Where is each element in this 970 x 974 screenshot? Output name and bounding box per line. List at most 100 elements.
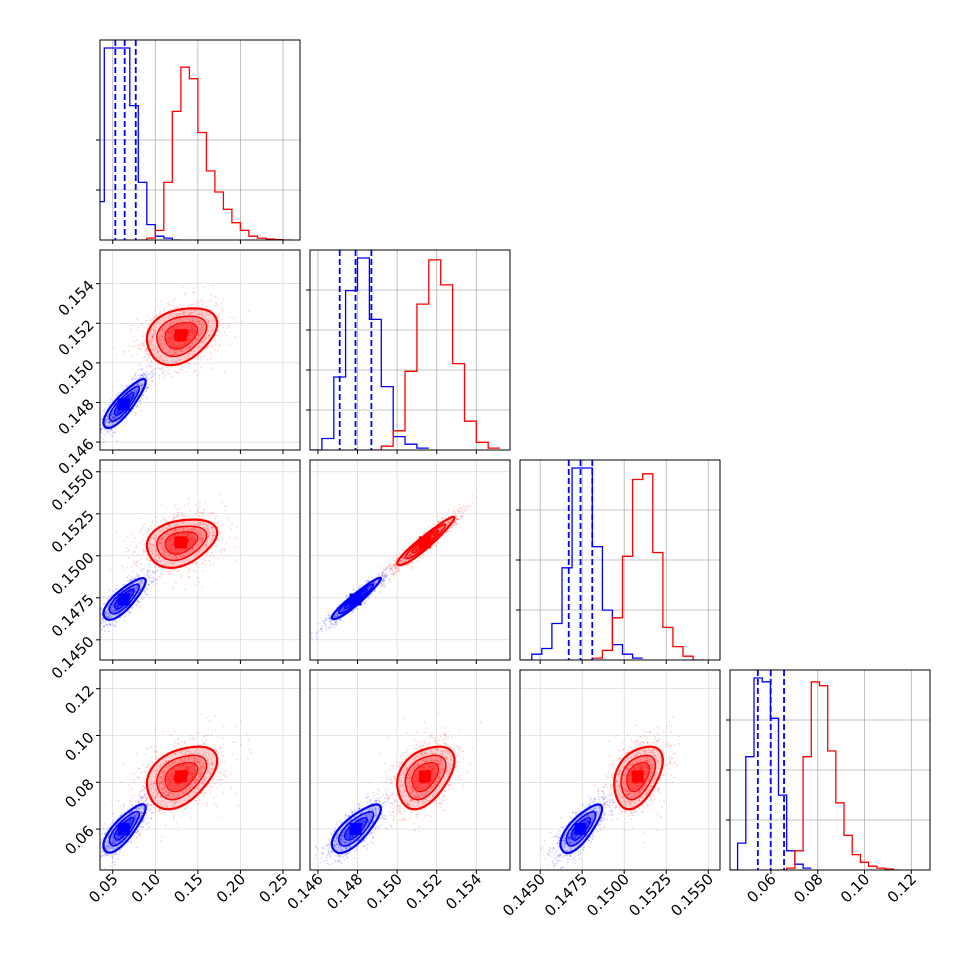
scatter-point	[220, 532, 222, 534]
scatter-point	[109, 589, 111, 591]
density-peak-blue	[350, 593, 362, 605]
scatter-point	[171, 375, 173, 377]
scatter-point	[170, 304, 172, 306]
scatter-point	[103, 626, 105, 628]
scatter-point	[148, 577, 150, 579]
scatter-point	[108, 624, 110, 626]
scatter-point	[153, 315, 155, 317]
scatter-point	[148, 560, 150, 562]
scatter-point	[121, 354, 123, 356]
marginal-panel-3	[516, 460, 720, 664]
scatter-point	[200, 356, 202, 358]
scatter-point	[205, 564, 207, 566]
scatter-point	[222, 299, 224, 301]
scatter-point	[116, 532, 118, 534]
scatter-point	[346, 595, 348, 597]
scatter-point	[234, 336, 236, 338]
scatter-point	[194, 584, 196, 586]
scatter-point	[168, 369, 170, 371]
scatter-point	[160, 300, 162, 302]
scatter-point	[88, 620, 90, 622]
scatter-point	[191, 360, 193, 362]
scatter-point	[189, 570, 191, 572]
histogram-red	[138, 67, 291, 240]
scatter-point	[148, 364, 150, 366]
scatter-point	[221, 501, 223, 503]
scatter-point	[218, 314, 220, 316]
scatter-point	[211, 358, 213, 360]
scatter-point	[150, 373, 152, 375]
scatter-point	[234, 321, 236, 323]
scatter-point	[363, 601, 365, 603]
scatter-point	[196, 562, 198, 564]
scatter-point	[184, 505, 186, 507]
scatter-point	[224, 505, 226, 507]
scatter-point	[182, 515, 184, 517]
scatter-point	[378, 574, 380, 576]
scatter-point	[134, 378, 136, 380]
scatter-point	[229, 343, 231, 345]
scatter-point	[193, 372, 195, 374]
density-peak-blue	[118, 398, 130, 410]
scatter-point	[151, 373, 153, 375]
scatter-point	[97, 606, 99, 608]
scatter-point	[406, 566, 408, 568]
scatter-point	[145, 376, 147, 378]
scatter-point	[130, 328, 132, 330]
scatter-point	[132, 355, 134, 357]
scatter-point	[132, 554, 134, 556]
scatter-point	[103, 622, 105, 624]
scatter-point	[169, 372, 171, 374]
scatter-point	[147, 573, 149, 575]
scatter-point	[178, 512, 180, 514]
scatter-point	[140, 531, 142, 533]
scatter-point	[208, 513, 210, 515]
joint-panel-2-1	[71, 250, 300, 458]
scatter-point	[104, 411, 106, 413]
scatter-point	[167, 373, 169, 375]
scatter-point	[144, 591, 146, 593]
scatter-point	[94, 440, 96, 442]
scatter-point	[128, 549, 130, 551]
scatter-point	[96, 627, 98, 629]
scatter-point	[104, 409, 106, 411]
scatter-point	[165, 518, 167, 520]
scatter-point	[122, 389, 124, 391]
scatter-point	[113, 347, 115, 349]
scatter-point	[225, 510, 227, 512]
scatter-point	[146, 360, 148, 362]
marginal-panel-2	[306, 250, 510, 454]
scatter-point	[123, 569, 125, 571]
scatter-point	[159, 377, 161, 379]
marginal-panel-1	[96, 40, 300, 244]
scatter-point	[208, 560, 210, 562]
scatter-point	[352, 590, 354, 592]
scatter-point	[192, 304, 194, 306]
scatter-point	[195, 564, 197, 566]
scatter-point	[132, 377, 134, 379]
scatter-point	[236, 527, 238, 529]
scatter-point	[150, 366, 152, 368]
scatter-point	[100, 620, 102, 622]
scatter-point	[189, 367, 191, 369]
scatter-point	[116, 394, 118, 396]
scatter-point	[147, 575, 149, 577]
scatter-point	[409, 564, 411, 566]
scatter-point	[117, 380, 119, 382]
scatter-point	[137, 560, 139, 562]
scatter-point	[134, 576, 136, 578]
scatter-point	[155, 583, 157, 585]
scatter-point	[84, 628, 86, 630]
scatter-point	[154, 372, 156, 374]
scatter-point	[217, 349, 219, 351]
scatter-point	[417, 537, 419, 539]
scatter-point	[142, 534, 144, 536]
scatter-point	[220, 552, 222, 554]
scatter-point	[327, 615, 329, 617]
scatter-point	[171, 366, 173, 368]
scatter-point	[154, 317, 156, 319]
scatter-point	[188, 568, 190, 570]
scatter-point	[133, 578, 135, 580]
scatter-point	[378, 577, 380, 579]
scatter-point	[326, 619, 328, 621]
